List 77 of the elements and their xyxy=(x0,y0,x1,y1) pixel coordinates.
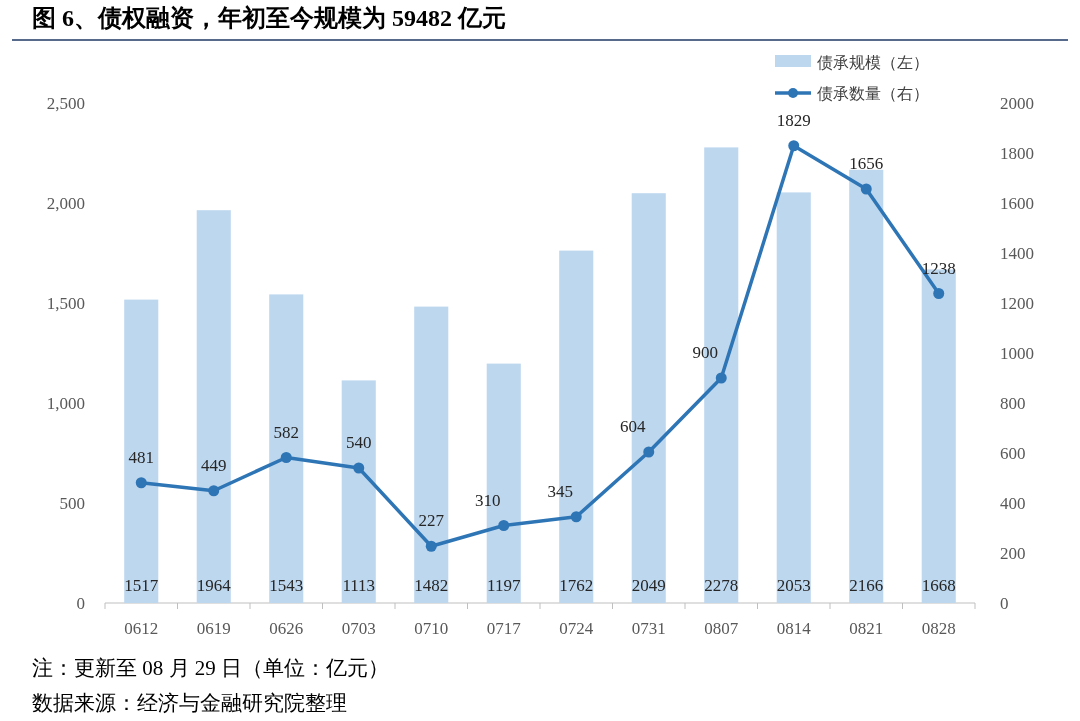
data-label: 1762 xyxy=(559,576,594,595)
point xyxy=(135,477,147,489)
x-tick-label: 0821 xyxy=(849,619,884,638)
data-label: 1238 xyxy=(921,258,956,278)
bar xyxy=(269,294,304,603)
data-label: 1829 xyxy=(776,110,811,130)
point xyxy=(280,452,292,463)
bar xyxy=(414,306,449,603)
point xyxy=(715,372,727,384)
y-tick-label: 1,500 xyxy=(46,294,85,313)
point xyxy=(860,183,872,195)
data-label: 310 xyxy=(475,490,501,510)
y-tick-label: 2,500 xyxy=(46,94,85,113)
x-tick-label: 0703 xyxy=(341,619,376,638)
data-label: 1482 xyxy=(414,576,449,595)
x-tick-label: 0626 xyxy=(269,619,304,638)
y-tick-label: 2,000 xyxy=(46,194,85,213)
y-tick-label: 0 xyxy=(76,594,85,613)
x-tick-label: 0619 xyxy=(196,619,231,638)
bar xyxy=(341,380,376,603)
text: 注：更新至 08 月 29 日（单位：亿元） xyxy=(32,656,389,680)
data-label: 1517 xyxy=(124,576,159,595)
x-tick-label: 0710 xyxy=(414,619,449,638)
y-tick-label: 1,000 xyxy=(46,394,85,413)
y2-tick-label: 1200 xyxy=(1000,294,1034,313)
data-label: 604 xyxy=(620,417,646,436)
y2-tick-label: 600 xyxy=(1000,444,1026,463)
data-label: 900 xyxy=(692,343,718,362)
point xyxy=(933,288,945,299)
y-tick-label: 500 xyxy=(59,494,85,513)
point xyxy=(498,520,510,531)
source-note: 数据来源：经济与金融研究院整理 xyxy=(32,691,347,715)
bar xyxy=(776,192,811,603)
bar xyxy=(124,299,159,603)
data-label: 1543 xyxy=(269,576,304,595)
y2-tick-label: 200 xyxy=(1000,544,1026,563)
data-label: 449 xyxy=(201,455,227,475)
y2-tick-label: 0 xyxy=(1000,594,1009,613)
x-tick-label: 0724 xyxy=(559,619,594,638)
point xyxy=(788,140,800,152)
y2-tick-label: 2000 xyxy=(1000,94,1034,113)
y2-tick-label: 1000 xyxy=(1000,344,1034,363)
data-label: 345 xyxy=(547,481,573,501)
data-label: 582 xyxy=(273,422,299,442)
bar xyxy=(196,210,231,603)
data-label: 481 xyxy=(128,447,154,467)
data-label: 2278 xyxy=(704,576,739,595)
x-tick-label: 0814 xyxy=(776,619,812,638)
y2-tick-label: 400 xyxy=(1000,494,1026,513)
data-label: 2049 xyxy=(631,576,666,595)
data-label: 1964 xyxy=(196,576,232,595)
data-label: 1668 xyxy=(921,576,956,595)
x-tick-label: 0807 xyxy=(704,619,739,638)
legend-label: 债承数量（右） xyxy=(817,85,929,102)
data-label: 1197 xyxy=(487,576,521,595)
data-label: 2166 xyxy=(849,576,884,595)
data-label: 2053 xyxy=(776,576,811,595)
y2-tick-label: 1800 xyxy=(1000,144,1034,163)
data-label: 540 xyxy=(346,433,372,452)
data-label: 1656 xyxy=(849,154,884,173)
y2-tick-label: 1600 xyxy=(1000,194,1034,213)
point xyxy=(643,446,655,458)
chart-title: 图 6、债权融资，年初至今规模为 59482 亿元 xyxy=(32,5,506,31)
legend-label: 债承规模（左） xyxy=(817,54,929,71)
point xyxy=(425,540,437,552)
bar xyxy=(849,169,884,603)
point xyxy=(570,511,582,523)
point xyxy=(208,485,220,497)
data-label: 1113 xyxy=(342,576,376,595)
x-tick-label: 0731 xyxy=(631,619,666,638)
x-tick-label: 0828 xyxy=(921,619,956,638)
point xyxy=(353,462,365,474)
y2-tick-label: 800 xyxy=(1000,394,1026,413)
x-tick-label: 0612 xyxy=(124,619,159,638)
data-label: 227 xyxy=(418,511,445,531)
y2-tick-label: 1400 xyxy=(1000,244,1034,263)
x-tick-label: 0717 xyxy=(486,619,522,638)
